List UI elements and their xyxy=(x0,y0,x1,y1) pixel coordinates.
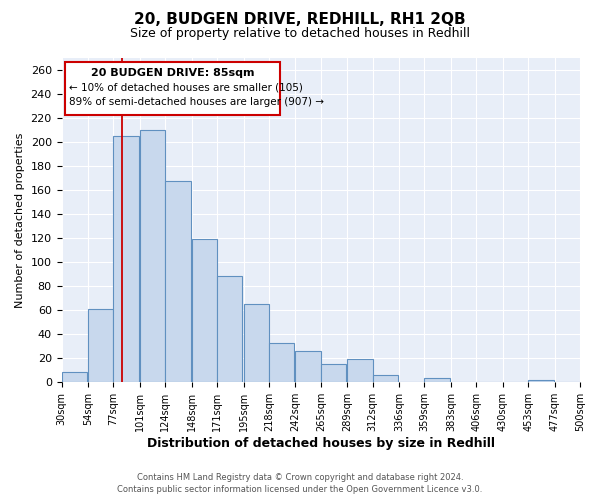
Bar xyxy=(295,351,321,382)
Bar xyxy=(191,239,217,382)
Bar xyxy=(217,276,242,382)
Bar xyxy=(88,309,113,382)
Text: ← 10% of detached houses are smaller (105): ← 10% of detached houses are smaller (10… xyxy=(69,83,303,93)
Text: Contains HM Land Registry data © Crown copyright and database right 2024.: Contains HM Land Registry data © Crown c… xyxy=(137,474,463,482)
Bar xyxy=(321,364,346,382)
Text: Contains public sector information licensed under the Open Government Licence v3: Contains public sector information licen… xyxy=(118,484,482,494)
Text: Size of property relative to detached houses in Redhill: Size of property relative to detached ho… xyxy=(130,28,470,40)
Bar xyxy=(347,360,373,382)
Text: 89% of semi-detached houses are larger (907) →: 89% of semi-detached houses are larger (… xyxy=(69,97,324,107)
Bar xyxy=(269,342,294,382)
Text: 20 BUDGEN DRIVE: 85sqm: 20 BUDGEN DRIVE: 85sqm xyxy=(91,68,254,78)
Bar xyxy=(244,304,269,382)
Bar xyxy=(165,182,191,382)
Bar xyxy=(65,62,280,116)
Bar xyxy=(62,372,87,382)
Bar xyxy=(140,130,165,382)
Bar xyxy=(528,380,554,382)
X-axis label: Distribution of detached houses by size in Redhill: Distribution of detached houses by size … xyxy=(147,437,495,450)
Bar xyxy=(113,136,139,382)
Bar xyxy=(373,375,398,382)
Y-axis label: Number of detached properties: Number of detached properties xyxy=(15,132,25,308)
Bar xyxy=(424,378,450,382)
Text: 20, BUDGEN DRIVE, REDHILL, RH1 2QB: 20, BUDGEN DRIVE, REDHILL, RH1 2QB xyxy=(134,12,466,28)
